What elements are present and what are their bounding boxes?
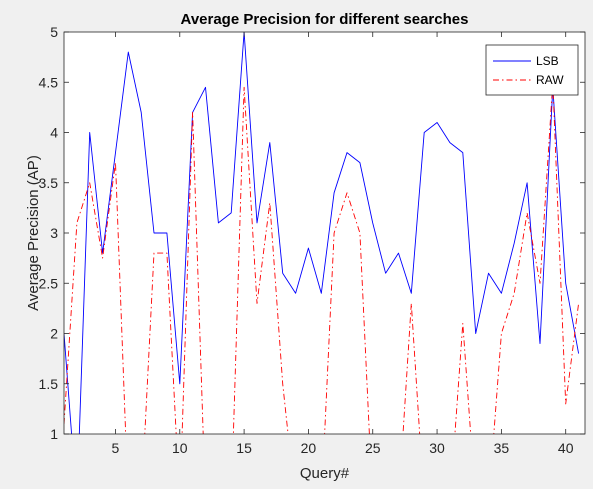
series-line-lsb bbox=[64, 32, 580, 434]
legend-label-lsb: LSB bbox=[536, 54, 559, 68]
x-tick-label: 15 bbox=[236, 440, 252, 456]
y-tick-label: 5 bbox=[50, 24, 58, 40]
x-tick-label: 25 bbox=[365, 440, 381, 456]
legend-label-raw: RAW bbox=[536, 73, 564, 87]
y-tick-label: 1 bbox=[50, 426, 58, 442]
x-tick-label: 5 bbox=[112, 440, 120, 456]
x-axis-label: Query# bbox=[300, 465, 350, 482]
plot-area bbox=[64, 32, 585, 434]
y-tick-label: 1.5 bbox=[39, 376, 59, 392]
x-tick-label: 10 bbox=[172, 440, 188, 456]
y-tick-label: 3 bbox=[50, 225, 58, 241]
y-tick-label: 2.5 bbox=[39, 275, 59, 291]
y-tick-label: 4 bbox=[50, 125, 58, 141]
y-tick-label: 3.5 bbox=[39, 175, 59, 191]
y-tick-label: 4.5 bbox=[39, 74, 59, 90]
legend-box bbox=[485, 44, 579, 96]
y-tick-label: 2 bbox=[50, 326, 58, 342]
x-tick-label: 20 bbox=[301, 440, 317, 456]
legend: LSB RAW bbox=[485, 44, 579, 96]
x-tick-label: 30 bbox=[429, 440, 445, 456]
x-tick-label: 40 bbox=[558, 440, 574, 456]
x-tick-label: 35 bbox=[494, 440, 510, 456]
y-axis-label: Average Precision (AP) bbox=[25, 155, 42, 311]
chart-title: Average Precision for different searches bbox=[181, 11, 469, 28]
